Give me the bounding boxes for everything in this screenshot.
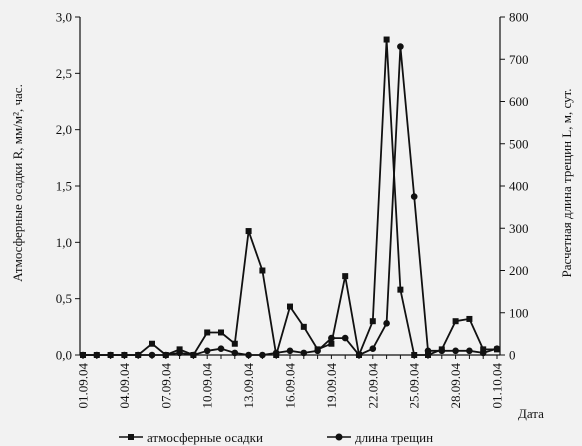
data-point: [452, 347, 459, 355]
data-point: [328, 334, 335, 342]
series-layer: [79, 36, 501, 359]
x-axis-ticks: 01.09.04 04.09.04 07.09.04 10.09.04 13.09.04…: [76, 355, 505, 409]
x-tick-label: 19.09.04: [324, 363, 339, 409]
x-tick-label: 07.09.04: [158, 363, 173, 409]
right-tick-label: 300: [509, 221, 529, 236]
legend-marker-cracks: [335, 433, 343, 441]
right-tick-label: 800: [509, 10, 529, 25]
data-point: [300, 323, 307, 330]
data-point: [245, 228, 252, 235]
data-point: [425, 352, 431, 358]
data-point: [259, 267, 266, 274]
data-point: [480, 346, 487, 353]
data-point: [259, 351, 266, 359]
left-tick-label: 1,0: [56, 235, 72, 250]
data-point: [121, 351, 128, 359]
data-point: [397, 43, 404, 50]
data-point: [479, 349, 487, 357]
data-point: [286, 347, 294, 355]
x-tick-label: 04.09.04: [117, 363, 132, 409]
data-point: [204, 329, 211, 336]
series-precipitation: [80, 36, 500, 358]
data-point: [369, 345, 377, 352]
data-point: [203, 347, 211, 355]
data-point: [162, 351, 170, 359]
x-tick-label: 13.09.04: [241, 363, 256, 409]
right-tick-label: 100: [509, 305, 529, 320]
legend-marker-precip: [128, 434, 134, 440]
series-crack-length: [79, 43, 501, 359]
y-axis-left-label: Атмосферные осадки R, мм/м², час.: [10, 84, 25, 282]
data-point: [79, 351, 87, 359]
x-tick-label: 10.09.04: [200, 363, 215, 409]
data-point: [218, 329, 224, 336]
data-point: [134, 351, 142, 359]
x-tick-label: 01.10.04: [490, 363, 505, 409]
right-tick-label: 700: [509, 52, 529, 67]
data-point: [107, 351, 114, 359]
data-point: [176, 346, 183, 353]
left-tick-label: 2,5: [56, 66, 72, 81]
legend: атмосферные осадки длина трещин: [119, 430, 433, 445]
x-axis-label: Дата: [518, 406, 544, 421]
data-point: [341, 334, 349, 342]
data-point: [93, 351, 101, 359]
data-point: [369, 318, 376, 325]
left-tick-label: 2,0: [56, 122, 72, 137]
data-point: [190, 351, 197, 359]
data-point: [176, 349, 183, 357]
data-point: [217, 345, 225, 352]
data-point: [342, 273, 349, 280]
right-tick-label: 600: [509, 94, 529, 109]
data-point: [397, 286, 404, 293]
data-point: [328, 340, 335, 347]
right-axis-ticks: 0 100 200 300 400 500 600 700 800: [500, 10, 529, 363]
data-point: [314, 347, 321, 355]
data-point: [438, 347, 446, 355]
data-point: [410, 193, 418, 200]
data-point: [231, 349, 239, 357]
x-tick-label: 16.09.04: [283, 363, 298, 409]
legend-label-cracks: длина трещин: [355, 430, 433, 445]
data-point: [300, 349, 308, 357]
x-tick-label: 28.09.04: [448, 363, 463, 409]
x-tick-label: 22.09.04: [365, 363, 380, 409]
data-point: [466, 347, 473, 355]
data-point: [466, 315, 473, 322]
data-point: [383, 320, 390, 327]
left-tick-label: 0,0: [56, 348, 72, 363]
data-point: [149, 340, 155, 347]
legend-label-precip: атмосферные осадки: [147, 430, 263, 445]
data-point: [411, 352, 418, 358]
right-tick-label: 400: [509, 179, 529, 194]
data-point: [272, 349, 280, 357]
data-point: [355, 351, 363, 359]
data-point: [245, 351, 252, 359]
data-point: [148, 351, 156, 359]
right-tick-label: 200: [509, 263, 529, 278]
x-tick-label: 01.09.04: [76, 363, 91, 409]
data-point: [452, 318, 459, 325]
data-point: [287, 303, 293, 310]
right-tick-label: 500: [509, 136, 529, 151]
y-axis-right-label: Расчетная длина трещин L, м, сут.: [559, 89, 574, 278]
data-point: [493, 345, 501, 352]
left-tick-label: 0,5: [56, 291, 72, 306]
right-tick-label: 0: [509, 348, 516, 363]
left-axis-ticks: 0,0 0,5 1,0 1,5 2,0 2,5 3,0: [56, 10, 80, 363]
left-tick-label: 3,0: [56, 10, 72, 25]
data-point: [231, 340, 238, 347]
left-tick-label: 1,5: [56, 179, 72, 194]
data-point: [424, 347, 432, 355]
x-tick-label: 25.09.04: [407, 363, 422, 409]
data-point: [383, 36, 390, 43]
